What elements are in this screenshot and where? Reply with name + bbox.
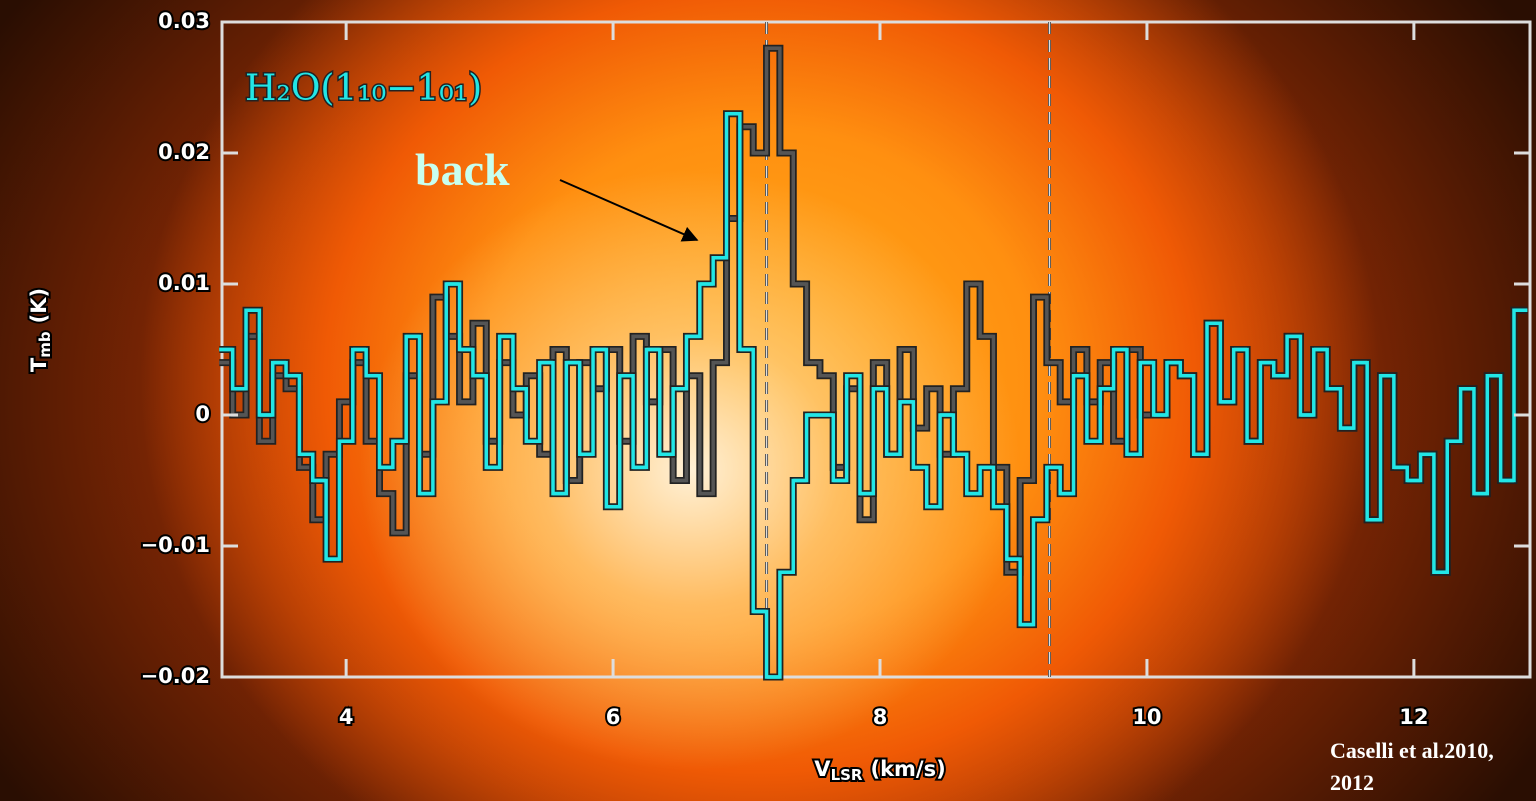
y-tick-label: −0.02: [141, 664, 210, 688]
y-tick-label: 0.03: [158, 9, 210, 33]
y-tick-label: 0.01: [158, 271, 210, 295]
credit-line: 2012: [1330, 770, 1374, 795]
pointer-label: back: [415, 144, 510, 195]
x-tick-label: 8: [873, 705, 888, 729]
plot-area: [219, 22, 1527, 677]
pointer-arrow: [560, 180, 697, 240]
x-axis-label: VLSR (km/s): [814, 757, 945, 784]
x-label-main: V: [814, 757, 831, 781]
species-label: H₂O(1₁₀−1₀₁): [245, 68, 482, 109]
chart: H₂O(1₁₀−1₀₁) back Tmb (K) VLSR (km/s) Case…: [0, 0, 1536, 801]
step-riser: [219, 114, 1527, 677]
y-tick-label: 0.02: [158, 140, 210, 164]
credit-line: Caselli et al.2010,: [1330, 738, 1494, 763]
x-tick-label: 10: [1132, 705, 1161, 729]
x-label-sub: LSR: [831, 766, 863, 784]
y-tick-label: 0: [195, 402, 210, 426]
y-label-main: T: [27, 357, 51, 372]
y-label-sub: mb: [36, 331, 54, 358]
x-label-unit: (km/s): [870, 757, 945, 781]
y-axis-label: Tmb (K): [27, 288, 54, 372]
page: H₂O(1₁₀−1₀₁) back Tmb (K) VLSR (km/s) Case…: [0, 0, 1536, 801]
y-tick-label: −0.01: [141, 533, 210, 557]
x-tick-label: 6: [606, 705, 621, 729]
x-tick-label: 12: [1399, 705, 1428, 729]
y-label-unit: (K): [27, 288, 51, 323]
x-tick-label: 4: [339, 705, 354, 729]
